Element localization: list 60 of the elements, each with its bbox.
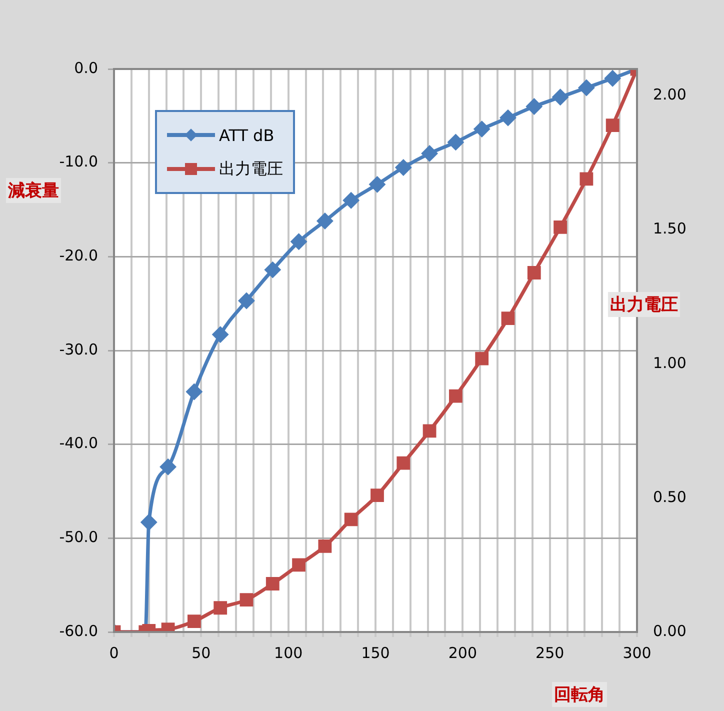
point	[238, 293, 254, 309]
point	[266, 577, 280, 590]
point	[369, 176, 385, 192]
y-tick-label: -50.0	[59, 528, 98, 546]
x-tick-label: 250	[536, 644, 564, 662]
point	[212, 326, 228, 342]
x-tick-label: 300	[622, 644, 652, 662]
x-tick-label: 0	[109, 644, 119, 662]
point	[604, 70, 620, 86]
point	[318, 540, 332, 553]
point	[343, 192, 359, 208]
x-axis-title: 回転角	[552, 682, 607, 707]
point	[527, 266, 541, 280]
legend-label: 出力電圧	[219, 158, 283, 180]
point	[187, 614, 201, 628]
legend-label: ATT dB	[219, 126, 274, 144]
point	[606, 118, 620, 132]
point	[578, 80, 594, 96]
y2-axis-title: 出力電圧	[608, 292, 680, 317]
y-tick-label: -40.0	[59, 434, 98, 452]
point	[526, 98, 542, 114]
x-tick-label: 150	[361, 644, 390, 662]
point	[264, 262, 280, 278]
point	[422, 146, 438, 162]
point	[448, 389, 462, 403]
point	[475, 352, 489, 366]
point	[141, 514, 157, 530]
point	[396, 160, 412, 176]
y2-tick-label: 1.50	[653, 220, 686, 238]
y-tick-label: -30.0	[59, 340, 98, 358]
point	[552, 89, 568, 105]
point	[580, 172, 594, 186]
point	[474, 121, 490, 137]
point	[500, 110, 516, 126]
point	[501, 312, 515, 326]
point	[317, 213, 333, 229]
y-tick-label: 0.0	[74, 58, 98, 77]
point	[291, 234, 307, 250]
point	[214, 601, 228, 615]
point	[160, 459, 176, 475]
y-tick-label: -10.0	[59, 152, 98, 171]
point	[186, 384, 202, 400]
y2-tick-label: 0.00	[653, 622, 686, 640]
x-tick-label: 50	[192, 644, 211, 662]
x-tick-label: 100	[274, 644, 303, 662]
y-tick-label: -60.0	[59, 622, 98, 640]
y2-tick-label: 1.00	[653, 354, 686, 372]
y2-tick-label: 2.00	[653, 86, 686, 104]
point	[396, 456, 410, 470]
y-axis-title: 減衰量	[6, 178, 61, 203]
point	[448, 134, 464, 150]
point	[292, 558, 306, 572]
point	[344, 512, 358, 526]
y2-tick-label: 0.50	[653, 488, 686, 506]
point	[240, 593, 254, 607]
point	[554, 220, 567, 234]
x-tick-label: 200	[448, 644, 477, 662]
point	[370, 488, 384, 502]
y-tick-label: -20.0	[59, 246, 98, 265]
point	[422, 424, 436, 438]
